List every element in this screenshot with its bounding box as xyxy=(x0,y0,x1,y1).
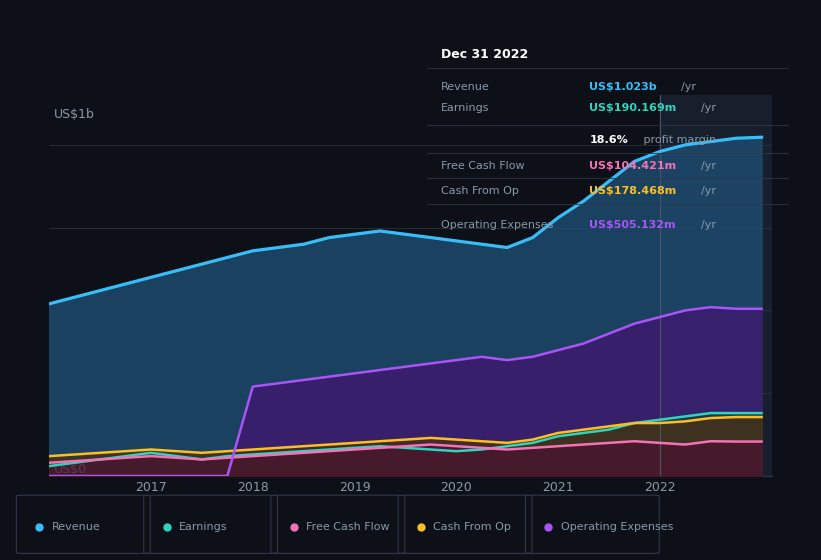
Text: Operating Expenses: Operating Expenses xyxy=(442,220,553,230)
Text: Revenue: Revenue xyxy=(52,522,100,532)
Text: /yr: /yr xyxy=(681,82,695,92)
Text: Free Cash Flow: Free Cash Flow xyxy=(306,522,390,532)
Text: /yr: /yr xyxy=(701,186,716,196)
Text: Cash From Op: Cash From Op xyxy=(433,522,511,532)
Text: Dec 31 2022: Dec 31 2022 xyxy=(442,49,529,62)
Text: US$1.023b: US$1.023b xyxy=(589,82,657,92)
Text: Cash From Op: Cash From Op xyxy=(442,186,519,196)
Text: 18.6%: 18.6% xyxy=(589,135,628,145)
Text: Revenue: Revenue xyxy=(442,82,490,92)
Bar xyxy=(660,95,772,476)
Text: US$1b: US$1b xyxy=(54,109,95,122)
Text: /yr: /yr xyxy=(701,103,716,113)
Text: Earnings: Earnings xyxy=(179,522,227,532)
Text: US$0: US$0 xyxy=(54,463,88,475)
Text: /yr: /yr xyxy=(701,220,716,230)
Text: US$104.421m: US$104.421m xyxy=(589,161,677,171)
Text: profit margin: profit margin xyxy=(640,135,716,145)
Text: US$178.468m: US$178.468m xyxy=(589,186,677,196)
Text: Earnings: Earnings xyxy=(442,103,490,113)
Text: /yr: /yr xyxy=(701,161,716,171)
Text: Free Cash Flow: Free Cash Flow xyxy=(442,161,525,171)
Text: Operating Expenses: Operating Expenses xyxy=(561,522,673,532)
Text: US$505.132m: US$505.132m xyxy=(589,220,676,230)
Text: US$190.169m: US$190.169m xyxy=(589,103,677,113)
